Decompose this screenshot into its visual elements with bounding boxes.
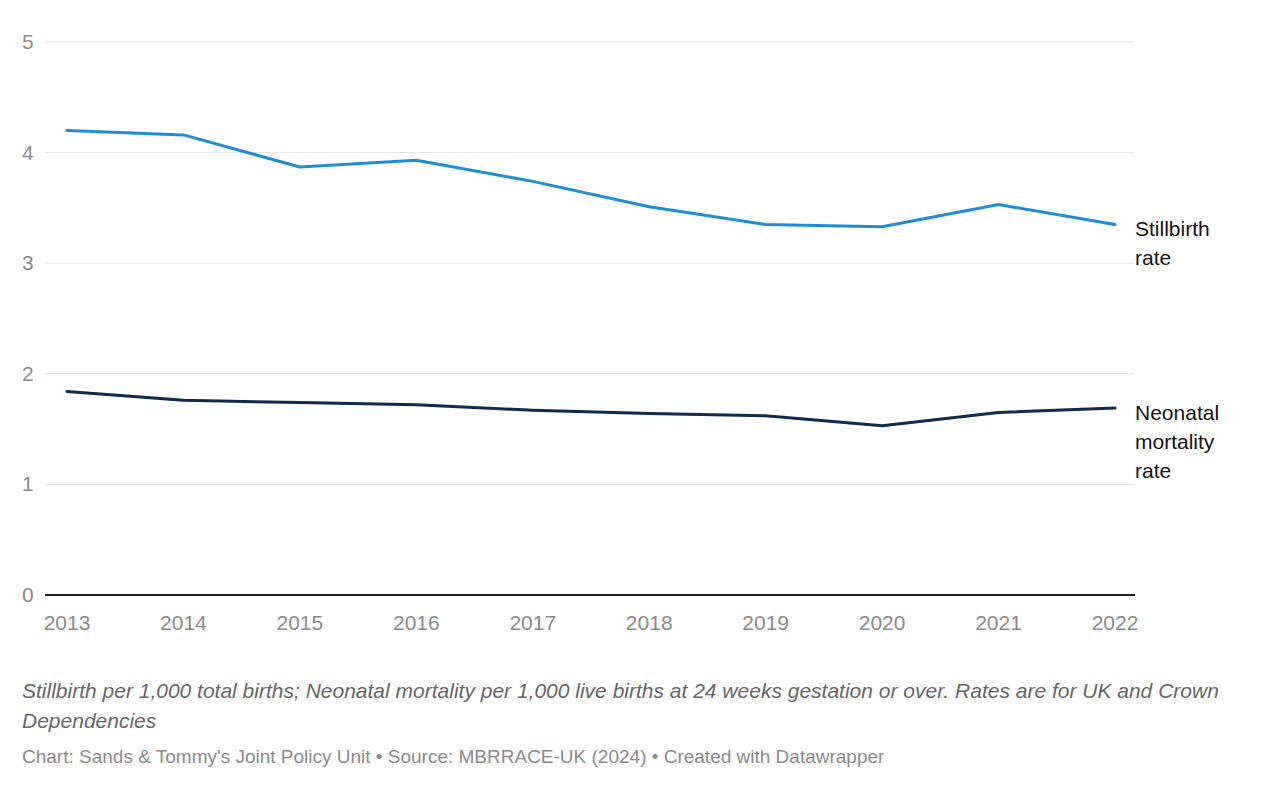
x-tick-label: 2013 xyxy=(44,611,91,634)
grid-line xyxy=(45,42,1135,43)
lines xyxy=(67,130,1115,425)
grid-line xyxy=(45,152,1135,153)
y-tick-label: 2 xyxy=(22,362,34,385)
y-tick-label: 3 xyxy=(22,251,34,274)
x-tick-label: 2016 xyxy=(393,611,440,634)
x-tick xyxy=(299,595,300,596)
x-tick xyxy=(416,595,417,596)
x-tick xyxy=(882,595,883,596)
x-tick-label: 2019 xyxy=(742,611,789,634)
y-tick-label: 1 xyxy=(22,472,34,495)
series-labels: Stillbirthrate Neonatalmortalityrate xyxy=(1135,217,1219,482)
grid-line xyxy=(45,484,1135,485)
caption: Stillbirth per 1,000 total births; Neona… xyxy=(22,676,1252,736)
x-tick xyxy=(1115,595,1116,596)
x-tick-label: 2015 xyxy=(277,611,324,634)
series-label: Neonatalmortalityrate xyxy=(1135,401,1219,482)
x-tick-label: 2014 xyxy=(160,611,207,634)
x-tick xyxy=(649,595,650,596)
x-tick xyxy=(183,595,184,596)
x-tick-label: 2018 xyxy=(626,611,673,634)
series-line xyxy=(67,392,1115,426)
source: Chart: Sands & Tommy's Joint Policy Unit… xyxy=(22,744,1252,770)
series-label: Stillbirthrate xyxy=(1135,217,1210,269)
x-tick xyxy=(998,595,999,596)
x-tick-label: 2022 xyxy=(1092,611,1139,634)
grid-line xyxy=(45,373,1135,374)
x-tick-label: 2020 xyxy=(859,611,906,634)
x-tick-label: 2021 xyxy=(975,611,1022,634)
baseline xyxy=(45,594,1135,596)
x-tick xyxy=(532,595,533,596)
y-tick-label: 4 xyxy=(22,141,34,164)
series-line xyxy=(67,130,1115,226)
x-tick xyxy=(765,595,766,596)
grid xyxy=(45,42,1135,595)
y-tick-label: 0 xyxy=(22,583,34,606)
y-tick-label: 5 xyxy=(22,30,34,53)
grid-line xyxy=(45,263,1135,264)
x-tick-label: 2017 xyxy=(509,611,556,634)
x-tick xyxy=(67,595,68,596)
